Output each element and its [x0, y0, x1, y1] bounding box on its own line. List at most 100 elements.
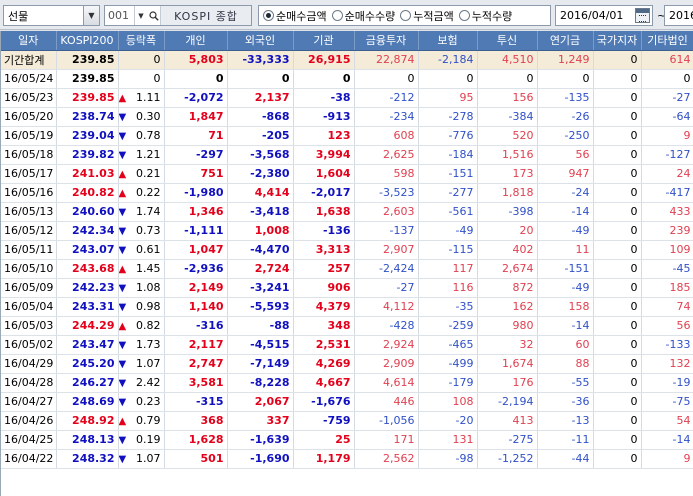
cell-value: -278 — [418, 107, 478, 127]
cell-value: 0 — [593, 221, 642, 241]
column-header[interactable]: 보험 — [418, 31, 478, 51]
date-to-field[interactable]: 2016/ — [664, 5, 693, 26]
cell-value: 116 — [418, 278, 478, 298]
cell-value: 2,137 — [227, 88, 294, 108]
market-select[interactable]: 선물 ▼ — [3, 5, 100, 26]
date-to-value: 2016/ — [669, 9, 693, 22]
up-arrow-icon: ▲ — [118, 169, 127, 180]
cell-value: 2,747 — [164, 354, 228, 374]
cell-value: 906 — [293, 278, 355, 298]
column-header[interactable]: 일자 — [1, 31, 57, 51]
kospi-value: 240.60 — [56, 202, 119, 222]
display-mode-radio-group: 순매수금액 순매수수량 누적금액 누적수량 — [258, 5, 551, 26]
column-header[interactable]: 개인 — [164, 31, 228, 51]
kospi-value: 239.04 — [56, 126, 119, 146]
cell-value: 368 — [164, 411, 228, 431]
table-row[interactable]: 16/05/20 238.74 ▼ 0.30 1,847 -868 -913 -234 -278… — [1, 107, 693, 127]
change-value: 0.19 — [136, 433, 161, 446]
table-row[interactable]: 16/04/28 246.27 ▼ 2.42 3,581 -8,228 4,667 4,614… — [1, 373, 693, 393]
summary-row[interactable]: 기간합계 239.85 0 5,803 -33,333 26,915 22,874 -2,18… — [1, 50, 693, 70]
table-row[interactable]: 16/05/02 243.47 ▼ 1.73 2,117 -4,515 2,531 2,924… — [1, 335, 693, 355]
table-row[interactable]: 16/05/13 240.60 ▼ 1.74 1,346 -3,418 1,638 2,603… — [1, 202, 693, 222]
market-select-value: 선물 — [8, 9, 29, 23]
cell-value: 0 — [593, 411, 642, 431]
table-row[interactable]: 16/04/22 248.32 ▼ 1.07 501 -1,690 1,179 2,562 -9… — [1, 449, 693, 469]
change-value: 0.82 — [136, 319, 161, 332]
cell-value: 1,346 — [164, 202, 228, 222]
change-value: 0 — [153, 72, 161, 85]
kospi-value: 241.03 — [56, 164, 119, 184]
cell-value: -2,184 — [418, 50, 478, 70]
column-header[interactable]: KOSPI200 — [56, 31, 119, 51]
table-row[interactable]: 16/05/03 244.29 ▲ 0.82 -316 -88 348 -428 -259 980… — [1, 316, 693, 336]
table-row[interactable]: 16/04/27 248.69 ▼ 0.23 -315 2,067 -1,676 446 108… — [1, 392, 693, 412]
search-icon[interactable] — [147, 6, 161, 25]
cell-value: 0 — [593, 107, 642, 127]
change-cell: ▲ 1.11 — [118, 88, 165, 108]
index-code-input[interactable]: 001 — [105, 6, 135, 25]
investor-table: 일자 KOSPI200 등락폭 개인 외국인 기관 금융투자 보험 투신 연기금 국가지자 기타법인 … — [1, 31, 693, 469]
cell-value: 25 — [293, 430, 355, 450]
change-cell: ▼ 1.21 — [118, 145, 165, 165]
table-row[interactable]: 16/05/09 242.23 ▼ 1.08 2,149 -3,241 906 -27 116 8… — [1, 278, 693, 298]
table-row[interactable]: 16/05/18 239.82 ▼ 1.21 -297 -3,568 3,994 2,625-… — [1, 145, 693, 165]
cell-value: -184 — [418, 145, 478, 165]
column-header[interactable]: 국가지자 — [593, 31, 642, 51]
radio-net-amount[interactable]: 순매수금액 — [263, 8, 327, 24]
table-row[interactable]: 16/04/26 248.92 ▲ 0.79 368 337 -759 -1,056 -20 41… — [1, 411, 693, 431]
investor-trading-grid[interactable]: 일자 KOSPI200 등락폭 개인 외국인 기관 금융투자 보험 투신 연기금 국가지자 기타법인 … — [0, 31, 693, 496]
cell-value: 3,313 — [293, 240, 355, 260]
cell-value: 2,907 — [354, 240, 419, 260]
table-row[interactable]: 16/05/04 243.31 ▼ 0.98 1,140 -5,593 4,379 4,112… — [1, 297, 693, 317]
change-cell: ▲ 0.79 — [118, 411, 165, 431]
radio-cumulative-quantity[interactable]: 누적수량 — [458, 8, 512, 24]
column-header[interactable]: 기관 — [293, 31, 355, 51]
down-arrow-icon: ▼ — [118, 359, 127, 370]
column-header[interactable]: 외국인 — [227, 31, 294, 51]
column-header[interactable]: 연기금 — [537, 31, 594, 51]
cell-value: -1,639 — [227, 430, 294, 450]
cell-value: 0 — [164, 69, 228, 89]
table-row[interactable]: 16/05/11 243.07 ▼ 0.61 1,047 -4,470 3,313 2,907… — [1, 240, 693, 260]
cell-value: 22,874 — [354, 50, 419, 70]
cell-value: 132 — [641, 354, 693, 374]
cell-value: -151 — [537, 259, 594, 279]
table-row[interactable]: 16/05/24 239.85 0 0 0 0 0 0 0 0 0 0 — [1, 69, 693, 89]
cell-value: -98 — [418, 449, 478, 469]
calendar-icon[interactable] — [635, 8, 650, 23]
cell-value: 2,531 — [293, 335, 355, 355]
column-header[interactable]: 등락폭 — [118, 31, 165, 51]
cell-value: 0 — [593, 240, 642, 260]
table-row[interactable]: 16/05/19 239.04 ▼ 0.78 71 -205 123 608 -776 520 -2… — [1, 126, 693, 146]
radio-cumulative-amount[interactable]: 누적금액 — [400, 8, 454, 24]
radio-net-quantity[interactable]: 순매수수량 — [331, 8, 395, 24]
cell-value: 3,994 — [293, 145, 355, 165]
chevron-down-icon[interactable]: ▼ — [138, 11, 144, 20]
date-cell: 16/05/11 — [1, 240, 57, 260]
column-header[interactable]: 금융투자 — [354, 31, 419, 51]
table-row[interactable]: 16/05/23 239.85 ▲ 1.11 -2,072 2,137 -38 -212 95 1… — [1, 88, 693, 108]
table-row[interactable]: 16/05/16 240.82 ▲ 0.22 -1,980 4,414 -2,017 -3,5… — [1, 183, 693, 203]
cell-value: -275 — [477, 430, 538, 450]
change-value: 1.07 — [136, 357, 161, 370]
cell-value: -13 — [537, 411, 594, 431]
table-row[interactable]: 16/05/10 243.68 ▲ 1.45 -2,936 2,724 257 -2,424 1… — [1, 259, 693, 279]
cell-value: -179 — [418, 373, 478, 393]
table-row[interactable]: 16/04/29 245.20 ▼ 1.07 2,747 -7,149 4,269 2,909… — [1, 354, 693, 374]
cell-value: -1,980 — [164, 183, 228, 203]
table-row[interactable]: 16/05/17 241.03 ▲ 0.21 751 -2,380 1,604 598 -151… — [1, 164, 693, 184]
up-arrow-icon: ▲ — [118, 93, 127, 104]
change-value: 1.45 — [136, 262, 161, 275]
change-value: 1.21 — [136, 148, 161, 161]
date-from-field[interactable]: 2016/04/01 — [555, 5, 653, 26]
table-row[interactable]: 16/04/25 248.13 ▼ 0.19 1,628 -1,639 25 171 131 -2… — [1, 430, 693, 450]
change-value: 2.42 — [136, 376, 161, 389]
date-cell: 16/05/09 — [1, 278, 57, 298]
cell-value: 0 — [641, 69, 693, 89]
change-cell: ▼ 2.42 — [118, 373, 165, 393]
kospi-value: 245.20 — [56, 354, 119, 374]
column-header[interactable]: 기타법인 — [641, 31, 693, 51]
chevron-down-icon[interactable]: ▼ — [83, 6, 99, 25]
table-row[interactable]: 16/05/12 242.34 ▼ 0.73 -1,111 1,008 -136 -137 -4… — [1, 221, 693, 241]
column-header[interactable]: 투신 — [477, 31, 538, 51]
